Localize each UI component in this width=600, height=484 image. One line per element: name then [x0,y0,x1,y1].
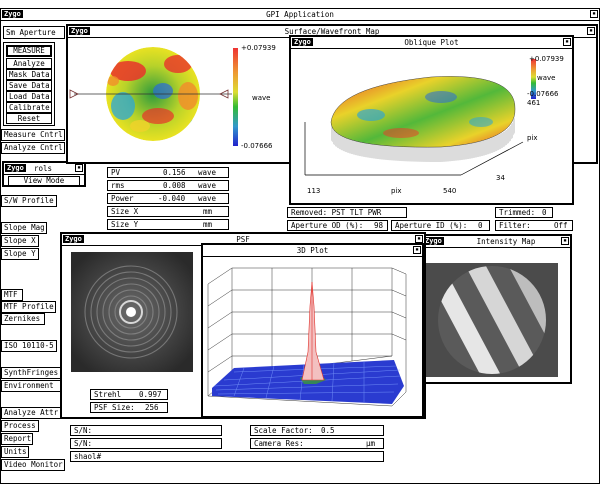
zernikes-button[interactable]: Zernikes [1,313,45,325]
sw-profile-button[interactable]: S/W Profile [1,195,57,207]
oblique-x-min: 113 [307,187,320,195]
app-title: GPI Application [266,10,334,19]
oblique-plot-title-bar: Zygo Oblique Plot ▪ [291,37,572,49]
window-menu-icon[interactable]: ▪ [587,27,595,35]
window-menu-icon[interactable]: ▪ [590,10,598,18]
psf-peak [126,307,136,317]
oblique-scale-min: -0.07666 [527,90,559,98]
aperture-select[interactable]: Sm Aperture [3,26,65,39]
slope-x-button[interactable]: Slope X [1,235,39,247]
surface-side-fill [331,112,516,162]
analyze-attr-button[interactable]: Analyze Attr [1,407,61,419]
intensity-map-title: Intensity Map [476,237,536,246]
reset-button[interactable]: Reset [6,113,52,124]
plot3d-title: 3D Plot [296,246,329,255]
window-menu-icon[interactable]: ▪ [415,235,423,243]
mask-data-button[interactable]: Mask Data [6,69,52,80]
window-menu-icon[interactable]: ▪ [563,38,571,46]
color-scale-bar [233,48,238,146]
camera-res-field: Camera Res: µm [250,438,384,449]
mtf-button[interactable]: MTF [1,289,23,301]
scale-min-label: -0.07666 [241,142,273,150]
surface-map-title: Surface/Wavefront Map [284,27,380,36]
scale-max-label: +0.07939 [241,44,276,52]
gpi-title-bar: Zygo GPI Application ▪ [1,9,599,21]
surface-top [330,76,516,148]
main-buttons-group [3,42,55,126]
zygo-logo: Zygo [69,27,90,35]
plot3d-title-bar: 3D Plot ▪ [203,245,422,257]
surface-map-plot: +0.07939 wave -0.07666 [69,44,276,150]
power-field: Power -0.040 wave [107,193,229,204]
iso-10110-button[interactable]: ISO 10110-5 [1,340,57,352]
report-button[interactable]: Report [1,433,33,445]
strehl-field: Strehl 0.997 [90,389,168,400]
video-monitor-button[interactable]: Video Monitor [1,459,65,471]
oblique-y-max: 461 [527,99,540,107]
process-button[interactable]: Process [1,420,39,432]
window-menu-icon[interactable]: ▪ [561,237,569,245]
oblique-y-min: 34 [496,174,505,182]
filter-field: Filter: Off [495,220,573,231]
sn-field-2: S/N: [70,438,222,449]
zygo-logo: Zygo [292,38,313,46]
scale-unit-label: wave [252,94,270,102]
analyze-button[interactable]: Analyze [6,58,52,69]
profile-right-marker-icon[interactable] [219,89,229,99]
environment-button[interactable]: Environment [1,380,61,392]
plot3d-peak [301,281,325,381]
view-mode-button[interactable]: View Mode [8,176,80,186]
trimmed-field: Trimmed: 0 [495,207,553,218]
controls-title: rols [34,164,53,173]
controls-window: Zygo rols ▪ View Mode [2,161,86,187]
measure-cntrl-button[interactable]: Measure Cntrl [1,129,65,141]
oblique-scale-max: +0.07939 [529,55,564,63]
command-line-input[interactable]: shaol# [70,451,384,462]
zygo-logo: Zygo [5,164,26,172]
oblique-x-max: 540 [443,187,456,195]
window-menu-icon[interactable]: ▪ [75,164,83,172]
psf-title: PSF [236,235,250,244]
oblique-color-bar [531,59,536,99]
oblique-x-axis-label: pix [391,187,402,195]
zygo-logo: Zygo [2,10,23,18]
oblique-plot-title: Oblique Plot [404,38,459,47]
profile-left-marker-icon[interactable] [69,89,79,99]
scale-factor-field: Scale Factor: 0.5 [250,425,384,436]
calibrate-button[interactable]: Calibrate [6,102,52,113]
save-data-button[interactable]: Save Data [6,80,52,91]
window-menu-icon[interactable]: ▪ [413,246,421,254]
psf-size-field: PSF Size: 256 [90,402,168,413]
zygo-logo: Zygo [423,237,444,245]
rms-field: rms 0.008 wave [107,180,229,191]
intensity-map-title-bar: Zygo Intensity Map ▪ [422,236,570,248]
units-button[interactable]: Units [1,446,29,458]
pv-field: PV 0.156 wave [107,167,229,178]
intensity-map-image [426,263,558,377]
mtf-profile-button[interactable]: MTF Profile [1,301,56,313]
plot3d-image [207,267,407,407]
controls-title-bar: Zygo rols ▪ [4,163,84,175]
sn-field-1: S/N: [70,425,222,436]
aperture-od-field: Aperture OD (%): 98 [287,220,388,231]
oblique-plot: +0.07939 wave -0.07666 461 pix 34 113 pi… [304,55,564,195]
oblique-y-axis-label: pix [527,134,538,142]
measure-button[interactable]: MEASURE [6,45,52,57]
oblique-unit: wave [537,74,555,82]
slope-mag-button[interactable]: Slope Mag [1,222,47,234]
psf-image [71,252,193,372]
synth-fringes-button[interactable]: SynthFringes [1,367,61,379]
slope-y-button[interactable]: Slope Y [1,248,39,260]
aperture-id-field: Aperture ID (%): 0 [391,220,490,231]
analyze-cntrl-button[interactable]: Analyze Cntrl [1,142,65,154]
removed-terms-field: Removed: PST TLT PWR [287,207,407,218]
load-data-button[interactable]: Load Data [6,91,52,102]
zygo-logo: Zygo [63,235,84,243]
